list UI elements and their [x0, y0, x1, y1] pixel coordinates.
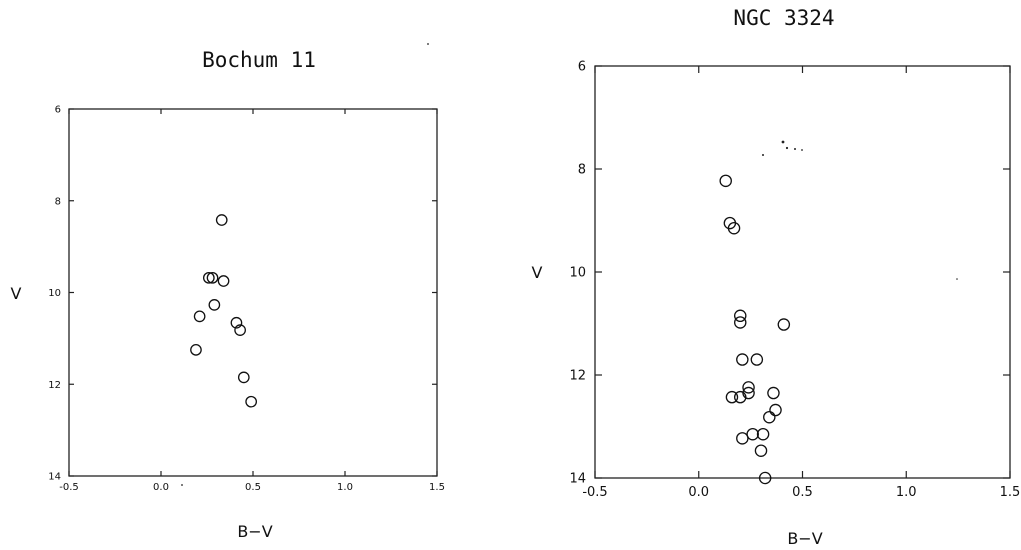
chart-panel-ngc-3324: NGC 3324 V B−V -0.5 0.0 0.5 1.0 1.5 6 8 10 12 14 — [532, 6, 1021, 548]
x-tick-label: 0.0 — [688, 485, 709, 500]
data-point — [190, 343, 202, 356]
data-point — [237, 371, 250, 384]
scan-speck — [785, 146, 789, 150]
data-point — [746, 427, 759, 441]
data-point — [742, 386, 755, 400]
x-tick-label: 1.0 — [337, 482, 353, 493]
data-point — [206, 271, 219, 284]
data-point — [742, 381, 755, 394]
y-tick-label: 6 — [578, 60, 586, 75]
data-point — [193, 310, 206, 323]
y-tick-label: 10 — [569, 266, 586, 281]
x-tick-labels: -0.5 0.0 0.5 1.0 1.5 — [582, 485, 1020, 500]
x-tick-label: -0.5 — [59, 482, 79, 493]
x-tick-label: 1.0 — [896, 485, 917, 500]
data-points — [719, 174, 791, 485]
data-point — [763, 410, 776, 424]
y-tick-label: 12 — [48, 380, 61, 391]
x-tick-label: 1.5 — [429, 482, 445, 493]
y-tick-label: 14 — [48, 472, 61, 483]
x-tick-labels: -0.5 0.0 0.5 1.0 1.5 — [59, 482, 445, 493]
data-point — [234, 324, 246, 336]
chart-title: NGC 3324 — [733, 6, 834, 30]
chart-panel-bochum-11: Bochum 11 V B−V -0.5 0.0 0.5 1.0 1.5 6 8 10 12 1… — [11, 48, 445, 541]
y-tick-label: 8 — [55, 196, 61, 207]
chart-title: Bochum 11 — [202, 48, 316, 72]
data-point — [769, 403, 782, 417]
data-point — [725, 390, 739, 404]
axis-ticks — [68, 108, 438, 477]
data-point — [719, 174, 732, 188]
data-point — [230, 316, 243, 329]
scan-speck — [427, 43, 429, 45]
x-tick-label: 1.5 — [1000, 485, 1021, 500]
scan-speck — [762, 154, 764, 156]
data-point — [758, 471, 772, 485]
x-tick-label: -0.5 — [582, 485, 607, 500]
data-point — [777, 318, 791, 331]
y-tick-label: 14 — [569, 472, 586, 487]
y-tick-label: 8 — [578, 163, 586, 178]
x-axis-label: B−V — [787, 529, 822, 548]
data-point — [736, 353, 749, 366]
x-axis-label: B−V — [237, 522, 272, 541]
plot-frame — [68, 108, 438, 477]
y-tick-label: 10 — [48, 288, 61, 299]
data-point — [245, 395, 258, 408]
scan-speck — [781, 140, 785, 144]
data-point — [727, 221, 741, 235]
y-axis-label: V — [11, 284, 22, 303]
data-point — [756, 427, 770, 441]
y-tick-label: 12 — [569, 369, 586, 384]
data-point — [208, 299, 221, 311]
data-point — [202, 271, 215, 284]
data-point — [734, 390, 747, 404]
scan-artifacts — [181, 43, 958, 486]
x-tick-label: 0.0 — [153, 482, 169, 493]
data-point — [750, 353, 764, 366]
axis-ticks — [594, 65, 1011, 479]
data-point — [734, 316, 747, 329]
data-point — [754, 444, 768, 457]
data-point — [767, 386, 780, 400]
y-tick-labels: 6 8 10 12 14 — [569, 60, 586, 487]
data-points — [190, 214, 258, 408]
data-point — [217, 275, 230, 287]
scan-speck — [794, 148, 796, 150]
scan-speck — [956, 278, 958, 280]
y-axis-label: V — [532, 263, 543, 282]
y-tick-label: 6 — [55, 105, 61, 116]
y-tick-labels: 6 8 10 12 14 — [48, 105, 61, 483]
x-tick-label: 0.5 — [792, 485, 813, 500]
x-tick-label: 0.5 — [245, 482, 261, 493]
scan-speck — [801, 149, 803, 151]
data-point — [215, 214, 228, 226]
data-point — [734, 309, 747, 323]
data-point — [736, 432, 749, 445]
scan-speck — [181, 484, 183, 486]
plot-frame — [594, 65, 1011, 479]
